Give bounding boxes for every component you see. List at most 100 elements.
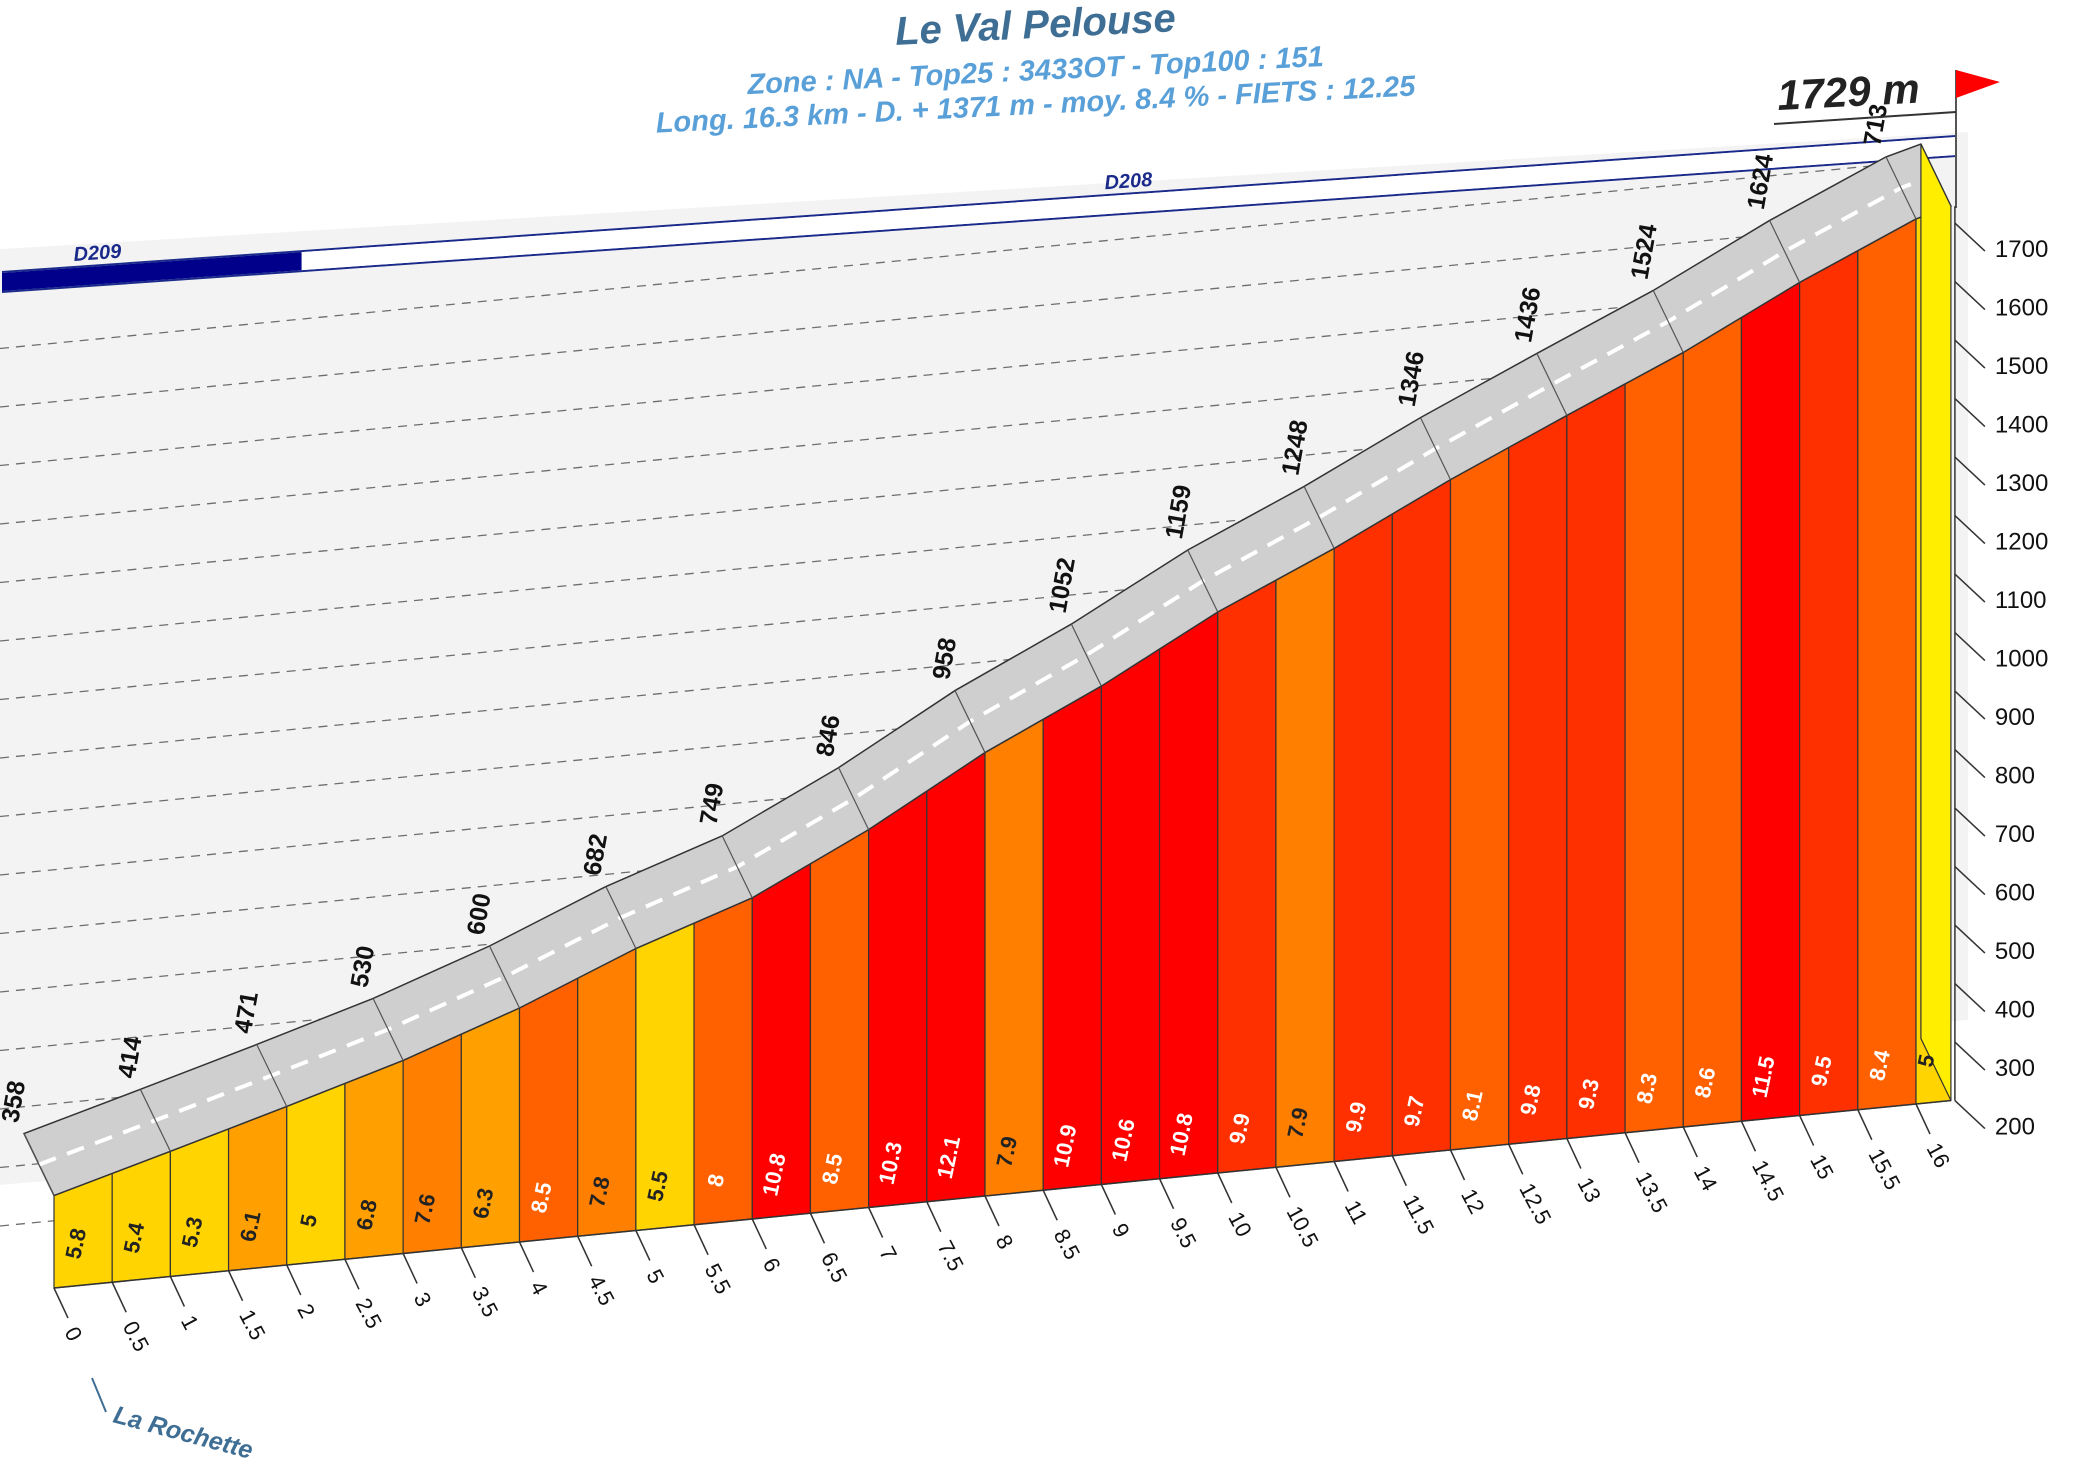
gradient-segment xyxy=(227,1105,288,1272)
y-tick-label: 1500 xyxy=(1995,353,2048,380)
gradient-segment xyxy=(1508,414,1568,1145)
x-tick-label: 1 xyxy=(176,1311,204,1334)
profile-segments xyxy=(53,205,1952,1289)
x-tick-label: 8.5 xyxy=(1049,1225,1085,1264)
segment-gradient-label: 7.8 xyxy=(584,1174,615,1209)
y-tick xyxy=(1954,339,1986,369)
road-bar: D209 D208 xyxy=(1,135,1957,293)
grid-line xyxy=(0,573,1887,759)
x-tick-label: 14.5 xyxy=(1747,1156,1789,1206)
y-tick xyxy=(1954,749,1986,779)
gradient-segment xyxy=(1799,249,1859,1117)
x-tick xyxy=(53,1287,69,1319)
x-tick xyxy=(1857,1109,1873,1141)
x-tick-label: 8 xyxy=(991,1231,1019,1254)
gradient-segment xyxy=(1857,217,1917,1111)
road-km-edge xyxy=(1536,353,1568,416)
x-tick xyxy=(1915,1103,1931,1135)
x-tick xyxy=(1566,1138,1582,1169)
road-km-edge xyxy=(1652,290,1684,353)
x-tick xyxy=(111,1281,127,1313)
x-tick xyxy=(1158,1178,1175,1210)
x-tick xyxy=(635,1230,651,1261)
road-km-edge xyxy=(1187,549,1219,613)
y-tick xyxy=(1954,983,1986,1013)
road-section xyxy=(2,252,302,291)
road-name-label: D209 xyxy=(73,241,123,266)
x-tick-label: 15.5 xyxy=(1863,1144,1905,1194)
segment-gradient-label: 9.8 xyxy=(1515,1082,1546,1117)
x-tick-label: 4.5 xyxy=(583,1271,619,1310)
chart-title: Le Val Pelouse xyxy=(894,0,1177,54)
x-tick xyxy=(227,1270,244,1302)
road-name-label: D208 xyxy=(1104,169,1154,194)
x-tick xyxy=(1333,1161,1349,1192)
road-bar-top-line xyxy=(1,135,1957,273)
y-tick xyxy=(1954,456,1986,486)
segment-gradient-label: 8.5 xyxy=(817,1151,848,1186)
x-tick xyxy=(402,1253,418,1284)
y-tick xyxy=(1954,515,1986,545)
start-place-leader xyxy=(91,1377,107,1413)
segment-gradient-label: 8 xyxy=(702,1172,729,1189)
x-tick xyxy=(1100,1184,1117,1215)
gradient-segment xyxy=(1449,446,1510,1151)
y-tick-label: 1600 xyxy=(1995,295,2048,322)
x-tick xyxy=(577,1235,593,1267)
gradient-segment xyxy=(1682,316,1743,1128)
y-tick-label: 200 xyxy=(1995,1114,2035,1141)
road-km-edge xyxy=(139,1089,171,1152)
y-tick-label: 500 xyxy=(1995,938,2035,965)
gradient-segment xyxy=(1217,579,1277,1174)
segment-gradient-label: 6.3 xyxy=(468,1186,499,1221)
x-tick-label: 13.5 xyxy=(1631,1167,1673,1217)
y-tick-label: 600 xyxy=(1995,880,2035,907)
x-tick xyxy=(1740,1120,1757,1152)
segment-gradient-label: 5.5 xyxy=(642,1169,673,1204)
x-tick xyxy=(460,1247,476,1279)
segment-gradient-label: 6.1 xyxy=(235,1209,266,1244)
gradient-segment xyxy=(1566,382,1626,1140)
segment-gradient-label: 5.3 xyxy=(177,1215,208,1250)
x-tick xyxy=(1508,1143,1524,1175)
grid-line xyxy=(0,163,1887,350)
x-tick-label: 15 xyxy=(1805,1150,1839,1183)
x-tick-label: 13 xyxy=(1572,1173,1606,1206)
grid-line xyxy=(0,456,1887,642)
gradient-segment xyxy=(926,751,986,1203)
grid-line xyxy=(0,280,1887,467)
y-tick xyxy=(1954,1100,1986,1130)
gradient-segment xyxy=(1333,512,1393,1163)
y-tick xyxy=(1954,690,1986,720)
x-tick-label: 0.5 xyxy=(118,1317,154,1356)
y-tick-label: 300 xyxy=(1995,1055,2035,1082)
x-tick xyxy=(1798,1115,1815,1146)
x-tick xyxy=(867,1207,884,1238)
gradient-segment xyxy=(1100,647,1161,1186)
road-section xyxy=(301,137,1956,271)
y-tick-label: 1200 xyxy=(1995,529,2048,556)
x-tick xyxy=(693,1224,709,1256)
segment-gradient-label: 7.9 xyxy=(1282,1105,1313,1140)
x-tick xyxy=(926,1201,942,1233)
x-tick-label: 16 xyxy=(1922,1139,1956,1172)
gradient-segment xyxy=(1158,610,1219,1180)
y-tick xyxy=(1954,573,1986,603)
x-tick xyxy=(1682,1126,1698,1158)
x-tick-label: 9 xyxy=(1107,1219,1135,1242)
road-km-edge xyxy=(1303,486,1335,549)
road-km-edge xyxy=(23,1133,55,1196)
y-tick-label: 1300 xyxy=(1995,470,2048,497)
road-km-edge xyxy=(838,767,870,830)
y-tick-label: 700 xyxy=(1995,821,2035,848)
y-tick xyxy=(1954,866,1986,896)
summit-underline xyxy=(1773,111,1957,125)
x-tick xyxy=(344,1258,360,1290)
road-km-edge xyxy=(1885,156,1917,220)
x-tick xyxy=(1042,1189,1058,1221)
road-km-edge xyxy=(1769,220,1801,283)
x-tick-label: 3 xyxy=(409,1288,437,1311)
gradient-segment xyxy=(1740,281,1801,1122)
road-km-edge xyxy=(1419,417,1452,480)
segment-gradient-label: 9.3 xyxy=(1573,1077,1604,1112)
